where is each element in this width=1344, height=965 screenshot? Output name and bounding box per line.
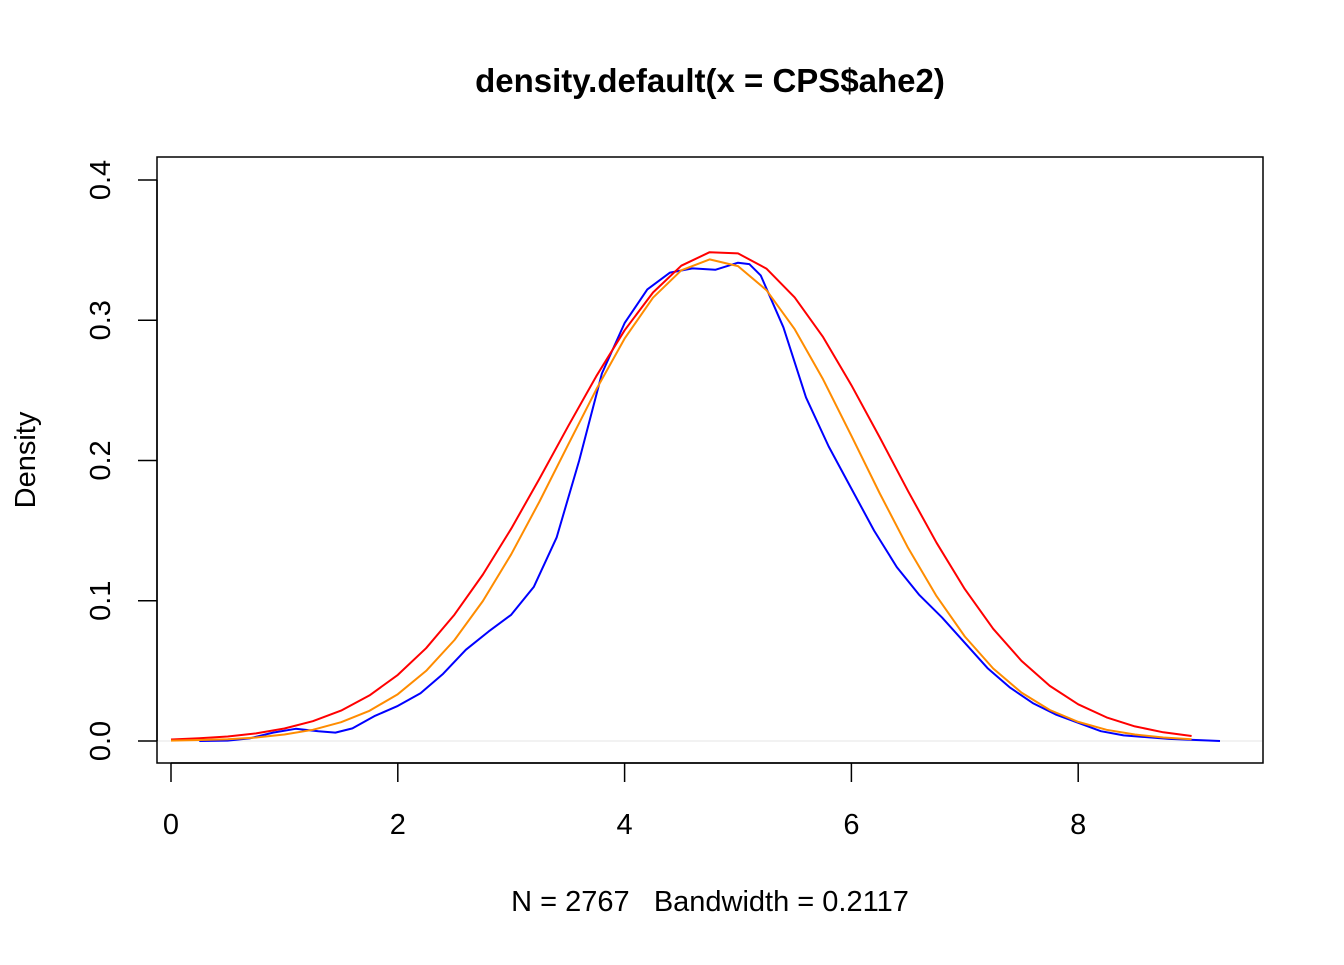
plot-box xyxy=(156,156,1264,764)
x-axis: 0 2 4 6 8 xyxy=(163,762,1086,841)
y-tick-label: 0.1 xyxy=(85,581,117,621)
y-axis-label: Density xyxy=(10,411,42,508)
series-line-1 xyxy=(199,261,1221,742)
x-tick-label: 0 xyxy=(163,809,179,841)
y-tick-label: 0.2 xyxy=(85,440,117,480)
chart-title: density.default(x = CPS$ahe2) xyxy=(475,62,945,99)
y-tick-label: 0.3 xyxy=(85,300,117,340)
plot-area xyxy=(158,251,1262,742)
y-tick-label: 0.0 xyxy=(85,721,117,761)
x-tick-label: 8 xyxy=(1070,809,1086,841)
y-axis: 0.0 0.1 0.2 0.3 0.4 xyxy=(85,160,158,761)
x-tick-label: 2 xyxy=(390,809,406,841)
series-line-2 xyxy=(170,251,1192,741)
x-axis-label: N = 2767 Bandwidth = 0.2117 xyxy=(511,886,909,918)
x-tick-label: 6 xyxy=(843,809,859,841)
x-tick-label: 4 xyxy=(617,809,633,841)
y-tick-label: 0.4 xyxy=(85,160,117,200)
series-line-3 xyxy=(170,258,1192,742)
